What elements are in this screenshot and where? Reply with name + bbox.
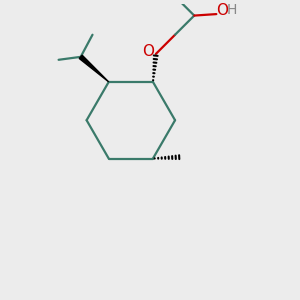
Polygon shape — [79, 55, 109, 82]
Text: O: O — [142, 44, 154, 59]
Text: O: O — [216, 3, 228, 18]
Text: H: H — [226, 3, 237, 17]
